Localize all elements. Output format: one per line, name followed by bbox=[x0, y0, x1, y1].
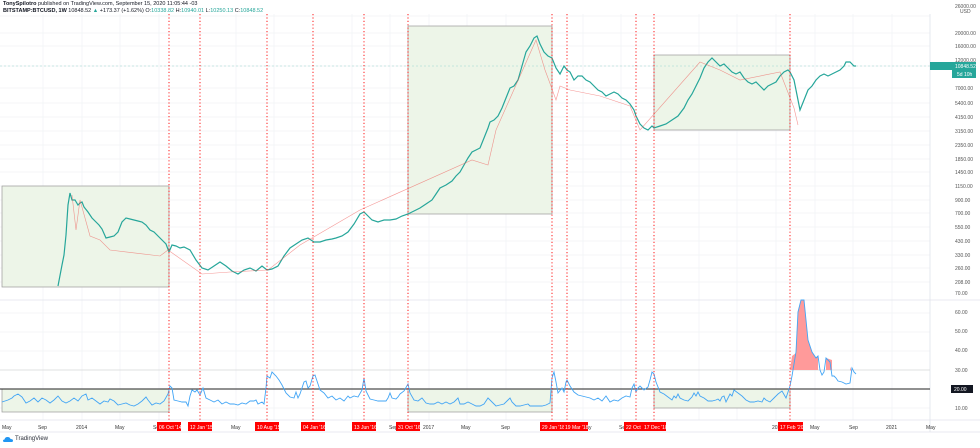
indicator-label: 10.00 bbox=[955, 406, 968, 412]
indicator-pane bbox=[0, 299, 930, 413]
range-box-2014[interactable] bbox=[1, 185, 170, 288]
event-tag[interactable] bbox=[540, 422, 564, 431]
event-tag[interactable] bbox=[157, 422, 181, 431]
indicator-spike-fill bbox=[790, 300, 818, 370]
price-label: 4150.00 bbox=[955, 115, 973, 121]
time-label: May bbox=[810, 425, 820, 431]
time-label: 2014 bbox=[76, 425, 87, 431]
time-label: 2021 bbox=[886, 425, 897, 431]
price-label: 26000.00 bbox=[955, 4, 976, 10]
time-label: 2020 bbox=[772, 425, 783, 431]
chart-header: TonySpilotro published on TradingView.co… bbox=[3, 1, 263, 15]
event-tag[interactable] bbox=[778, 422, 803, 431]
event-tag-text: 19 Mar '18 bbox=[565, 425, 589, 431]
open-label: O: bbox=[145, 8, 152, 14]
current-price-tag bbox=[930, 62, 976, 70]
range-box-2017[interactable] bbox=[407, 25, 553, 215]
symbol-label[interactable]: BITSTAMP:BTCUSD, 1W bbox=[3, 8, 67, 14]
high-label: H: bbox=[175, 8, 182, 14]
time-label: Sep bbox=[619, 425, 628, 431]
countdown-tag-text: 5d 10h bbox=[957, 72, 973, 78]
high-value: 10940.01 bbox=[181, 8, 205, 14]
indicator-box-2017[interactable] bbox=[407, 388, 553, 413]
time-label: May bbox=[926, 425, 936, 431]
event-tag[interactable] bbox=[352, 422, 376, 431]
indicator-label: 60.00 bbox=[955, 310, 968, 316]
time-label: Sep bbox=[849, 425, 858, 431]
level-tag bbox=[951, 385, 973, 393]
currency-label: USD bbox=[960, 9, 971, 15]
tradingview-cloud-icon bbox=[3, 437, 13, 442]
time-label: May bbox=[2, 425, 12, 431]
low-label: L: bbox=[205, 8, 211, 14]
price-axis[interactable]: 26000.00 USD 20000.00 16000.00 12000.00 … bbox=[930, 4, 976, 286]
event-tag-text: 12 Jan '15 bbox=[190, 425, 213, 431]
tradingview-brand: TradingView bbox=[15, 436, 49, 442]
published-text: published on TradingView.com, September … bbox=[38, 1, 198, 7]
event-tags[interactable]: 06 Oct '14 12 Jan '15 10 Aug '15 04 Jan … bbox=[157, 422, 804, 431]
price-change: +173.37 (+1.62%) bbox=[99, 8, 144, 14]
event-tag[interactable] bbox=[564, 422, 588, 431]
price-label: 1850.00 bbox=[955, 157, 973, 163]
price-label: 1450.00 bbox=[955, 170, 973, 176]
event-tag-text: 04 Jan '16 bbox=[303, 425, 326, 431]
time-label: Sep bbox=[389, 425, 398, 431]
author-name[interactable]: TonySpilotro bbox=[3, 1, 37, 7]
event-tag-text: 06 Oct '14 bbox=[159, 425, 182, 431]
event-tag-text: 10 Aug '15 bbox=[257, 425, 281, 431]
price-label: 20000.00 bbox=[955, 31, 976, 37]
event-tag-text: 31 Oct '16 bbox=[398, 425, 421, 431]
close-label: C: bbox=[234, 8, 241, 14]
time-label: May bbox=[231, 425, 241, 431]
indicator-box-2019[interactable] bbox=[653, 388, 791, 409]
indicator-label: 70.00 bbox=[955, 291, 968, 297]
level-tag-text: 20.00 bbox=[954, 387, 967, 393]
event-tag[interactable] bbox=[642, 422, 666, 431]
indicator-label: 40.00 bbox=[955, 348, 968, 354]
event-tag[interactable] bbox=[396, 422, 420, 431]
price-label: 700.00 bbox=[955, 211, 971, 217]
low-value: 10250.13 bbox=[210, 8, 234, 14]
event-tag-text: 13 Jun '16 bbox=[354, 425, 377, 431]
event-tag[interactable] bbox=[624, 422, 648, 431]
event-tag-text: 22 Oct '18 bbox=[626, 425, 649, 431]
price-label: 430.00 bbox=[955, 239, 971, 245]
price-label: 260.00 bbox=[955, 266, 971, 272]
time-label: 2017 bbox=[423, 425, 434, 431]
price-label: 7000.00 bbox=[955, 86, 973, 92]
countdown-tag bbox=[952, 70, 976, 78]
event-tag[interactable] bbox=[255, 422, 279, 431]
time-label: May bbox=[115, 425, 125, 431]
price-label: 208.00 bbox=[955, 280, 971, 286]
indicator-axis[interactable]: 70.00 60.00 50.00 40.00 30.00 10.00 20.0… bbox=[951, 291, 973, 412]
indicator-box-2014[interactable] bbox=[1, 388, 170, 413]
time-label: May bbox=[461, 425, 471, 431]
price-label: 5400.00 bbox=[955, 101, 973, 107]
price-candles bbox=[57, 35, 856, 287]
event-tag-text: 17 Dec '18 bbox=[644, 425, 668, 431]
event-tag-text: 29 Jan '18 bbox=[542, 425, 565, 431]
price-label: 3150.00 bbox=[955, 129, 973, 135]
tradingview-footer[interactable]: TradingView bbox=[3, 436, 48, 442]
price-label: 12000.00 bbox=[955, 58, 976, 64]
price-label: 2350.00 bbox=[955, 143, 973, 149]
time-label: Sep bbox=[501, 425, 510, 431]
price-label: 550.00 bbox=[955, 225, 971, 231]
time-label: Sep bbox=[38, 425, 47, 431]
price-label: 900.00 bbox=[955, 198, 971, 204]
indicator-label: 50.00 bbox=[955, 329, 968, 335]
price-label: 330.00 bbox=[955, 253, 971, 259]
event-tag[interactable] bbox=[188, 422, 212, 431]
price-label: 1150.00 bbox=[955, 184, 973, 190]
up-arrow-icon: ▲ bbox=[92, 8, 99, 14]
event-tag[interactable] bbox=[301, 422, 325, 431]
current-price-tag-text: 10848.52 bbox=[955, 64, 976, 70]
close-value: 10848.52 bbox=[240, 8, 264, 14]
open-value: 10338.82 bbox=[151, 8, 175, 14]
indicator-label: 30.00 bbox=[955, 368, 968, 374]
last-price: 10848.52 bbox=[68, 8, 92, 14]
price-label: 16000.00 bbox=[955, 44, 976, 50]
event-tag-text: 17 Feb '20 bbox=[780, 425, 804, 431]
